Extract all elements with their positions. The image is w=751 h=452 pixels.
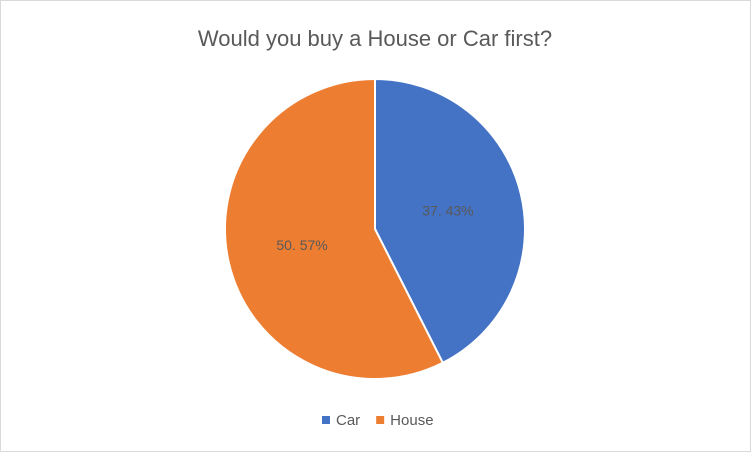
- legend-label: House: [390, 412, 433, 429]
- chart-title: Would you buy a House or Car first?: [198, 26, 552, 51]
- data-label: 37. 43%: [422, 202, 473, 218]
- legend-label: Car: [336, 412, 360, 429]
- legend-swatch: [376, 416, 385, 424]
- pie-slice: [224, 77, 445, 380]
- legend-swatch: [322, 416, 330, 424]
- pie-slice: [374, 77, 526, 365]
- data-label: 50. 57%: [276, 237, 327, 253]
